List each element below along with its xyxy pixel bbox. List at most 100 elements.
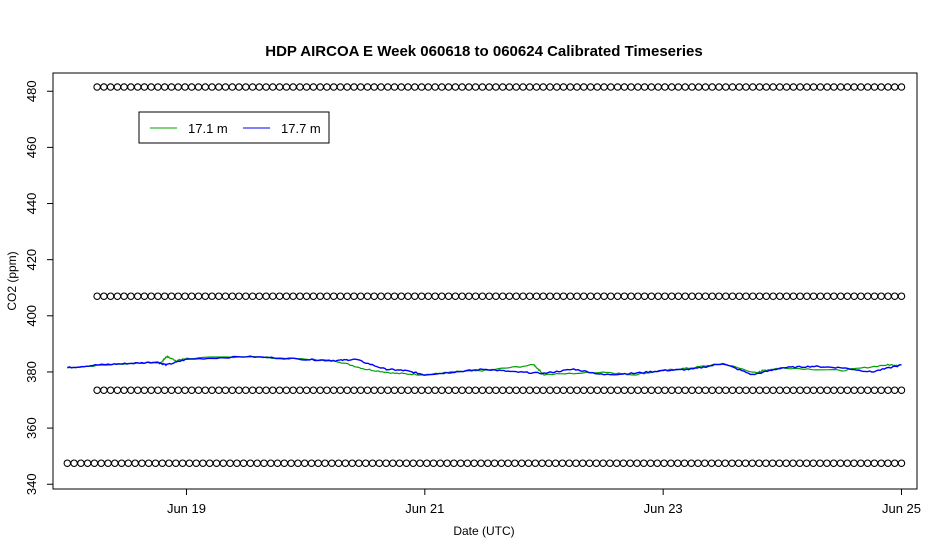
marker-row-2-point xyxy=(681,386,689,394)
marker-row-0-point xyxy=(897,83,906,91)
marker-row-2-point xyxy=(242,386,250,394)
marker-row-1-point xyxy=(363,292,372,300)
marker-row-1-point xyxy=(789,292,798,300)
x-tick-label: Jun 25 xyxy=(882,501,921,516)
marker-row-0-point xyxy=(133,83,142,91)
marker-row-1-point xyxy=(187,292,196,300)
marker-row-2-point xyxy=(174,386,182,394)
marker-row-2-point xyxy=(106,386,115,394)
marker-row-1-point xyxy=(749,292,757,300)
legend: 17.1 m 17.7 m xyxy=(138,111,330,144)
marker-row-3-point xyxy=(443,459,451,467)
marker-row-0-point xyxy=(553,83,561,91)
marker-row-2-point xyxy=(796,386,804,394)
marker-row-2-point xyxy=(309,386,318,394)
marker-row-3-point xyxy=(626,459,634,467)
marker-row-1-point xyxy=(620,292,629,300)
marker-row-3-point xyxy=(538,459,546,467)
marker-row-3-point xyxy=(178,459,187,467)
marker-row-0-point xyxy=(160,83,169,91)
marker-row-0-point xyxy=(350,83,358,91)
marker-row-0-point xyxy=(235,83,243,91)
marker-row-2-point xyxy=(289,386,297,394)
marker-row-3-point xyxy=(117,459,126,467)
marker-row-0-point xyxy=(607,83,615,91)
marker-row-1-point xyxy=(803,292,811,300)
marker-row-1-point xyxy=(377,292,385,300)
marker-row-0-point xyxy=(809,83,818,91)
marker-row-3-point xyxy=(158,459,167,467)
marker-row-1-point xyxy=(343,292,351,300)
marker-row-2-point xyxy=(667,386,676,394)
marker-row-2-point xyxy=(877,386,885,394)
marker-row-1-point xyxy=(248,292,257,300)
marker-row-0-point xyxy=(329,83,338,91)
marker-row-0-point xyxy=(843,83,852,91)
marker-row-2-point xyxy=(431,386,439,394)
marker-row-0-point xyxy=(444,83,453,91)
marker-row-1-point xyxy=(411,292,419,300)
marker-row-2-point xyxy=(282,386,291,394)
marker-row-0-point xyxy=(789,83,798,91)
marker-row-0-point xyxy=(356,83,365,91)
x-axis: Jun 19 Jun 21 Jun 23 Jun 25 xyxy=(167,488,921,516)
marker-row-1-point xyxy=(424,292,433,300)
marker-row-3-point xyxy=(884,459,892,467)
marker-row-3-point xyxy=(90,459,99,467)
marker-row-0-point xyxy=(275,83,284,91)
marker-row-1-point xyxy=(471,292,480,300)
marker-row-1-point xyxy=(816,292,825,300)
marker-row-3-point xyxy=(389,459,397,467)
marker-row-3-point xyxy=(850,459,858,467)
marker-row-0-point xyxy=(451,83,460,91)
marker-row-1-point xyxy=(458,292,466,300)
marker-row-1-point xyxy=(546,292,554,300)
marker-row-3-point xyxy=(287,459,295,467)
marker-row-0-point xyxy=(106,83,115,91)
marker-row-0-point xyxy=(262,83,270,91)
marker-row-3-point xyxy=(199,459,207,467)
marker-row-2-point xyxy=(187,386,196,394)
marker-row-1-point xyxy=(640,292,649,300)
marker-row-2-point xyxy=(235,386,243,394)
marker-row-2-point xyxy=(566,386,575,394)
marker-row-2-point xyxy=(296,386,304,394)
marker-row-0-point xyxy=(228,83,237,91)
marker-row-0-point xyxy=(181,83,189,91)
marker-row-2-point xyxy=(762,386,771,394)
marker-row-1-point xyxy=(397,292,406,300)
marker-row-2-point xyxy=(694,386,703,394)
marker-row-1-point xyxy=(329,292,338,300)
marker-row-2-point xyxy=(519,386,527,394)
marker-row-3-point xyxy=(477,459,485,467)
marker-row-3-point xyxy=(280,459,289,467)
marker-row-1-point xyxy=(390,292,399,300)
marker-row-2-point xyxy=(356,386,365,394)
marker-row-1-point xyxy=(140,292,149,300)
marker-row-3-point xyxy=(314,459,322,467)
marker-row-2-point xyxy=(809,386,818,394)
marker-row-2-point xyxy=(593,386,602,394)
marker-row-0-point xyxy=(255,83,264,91)
marker-row-2-point xyxy=(553,386,561,394)
marker-row-1-point xyxy=(722,292,730,300)
y-tick-label: 420 xyxy=(24,249,39,271)
marker-row-2-point xyxy=(160,386,169,394)
marker-row-0-point xyxy=(796,83,804,91)
marker-row-3-point xyxy=(192,459,200,467)
marker-row-2-point xyxy=(512,386,520,394)
marker-row-0-point xyxy=(120,83,128,91)
marker-row-2-point xyxy=(600,386,608,394)
marker-row-1-point xyxy=(316,292,324,300)
marker-row-1-point xyxy=(221,292,230,300)
marker-row-0-point xyxy=(194,83,203,91)
marker-row-2-point xyxy=(546,386,554,394)
marker-row-0-point xyxy=(823,83,831,91)
marker-row-1-point xyxy=(742,292,750,300)
marker-row-2-point xyxy=(559,386,568,394)
marker-row-0-point xyxy=(187,83,196,91)
marker-row-1-point xyxy=(593,292,602,300)
marker-row-0-point xyxy=(857,83,865,91)
marker-row-0-point xyxy=(485,83,493,91)
marker-row-3-point xyxy=(721,459,729,467)
